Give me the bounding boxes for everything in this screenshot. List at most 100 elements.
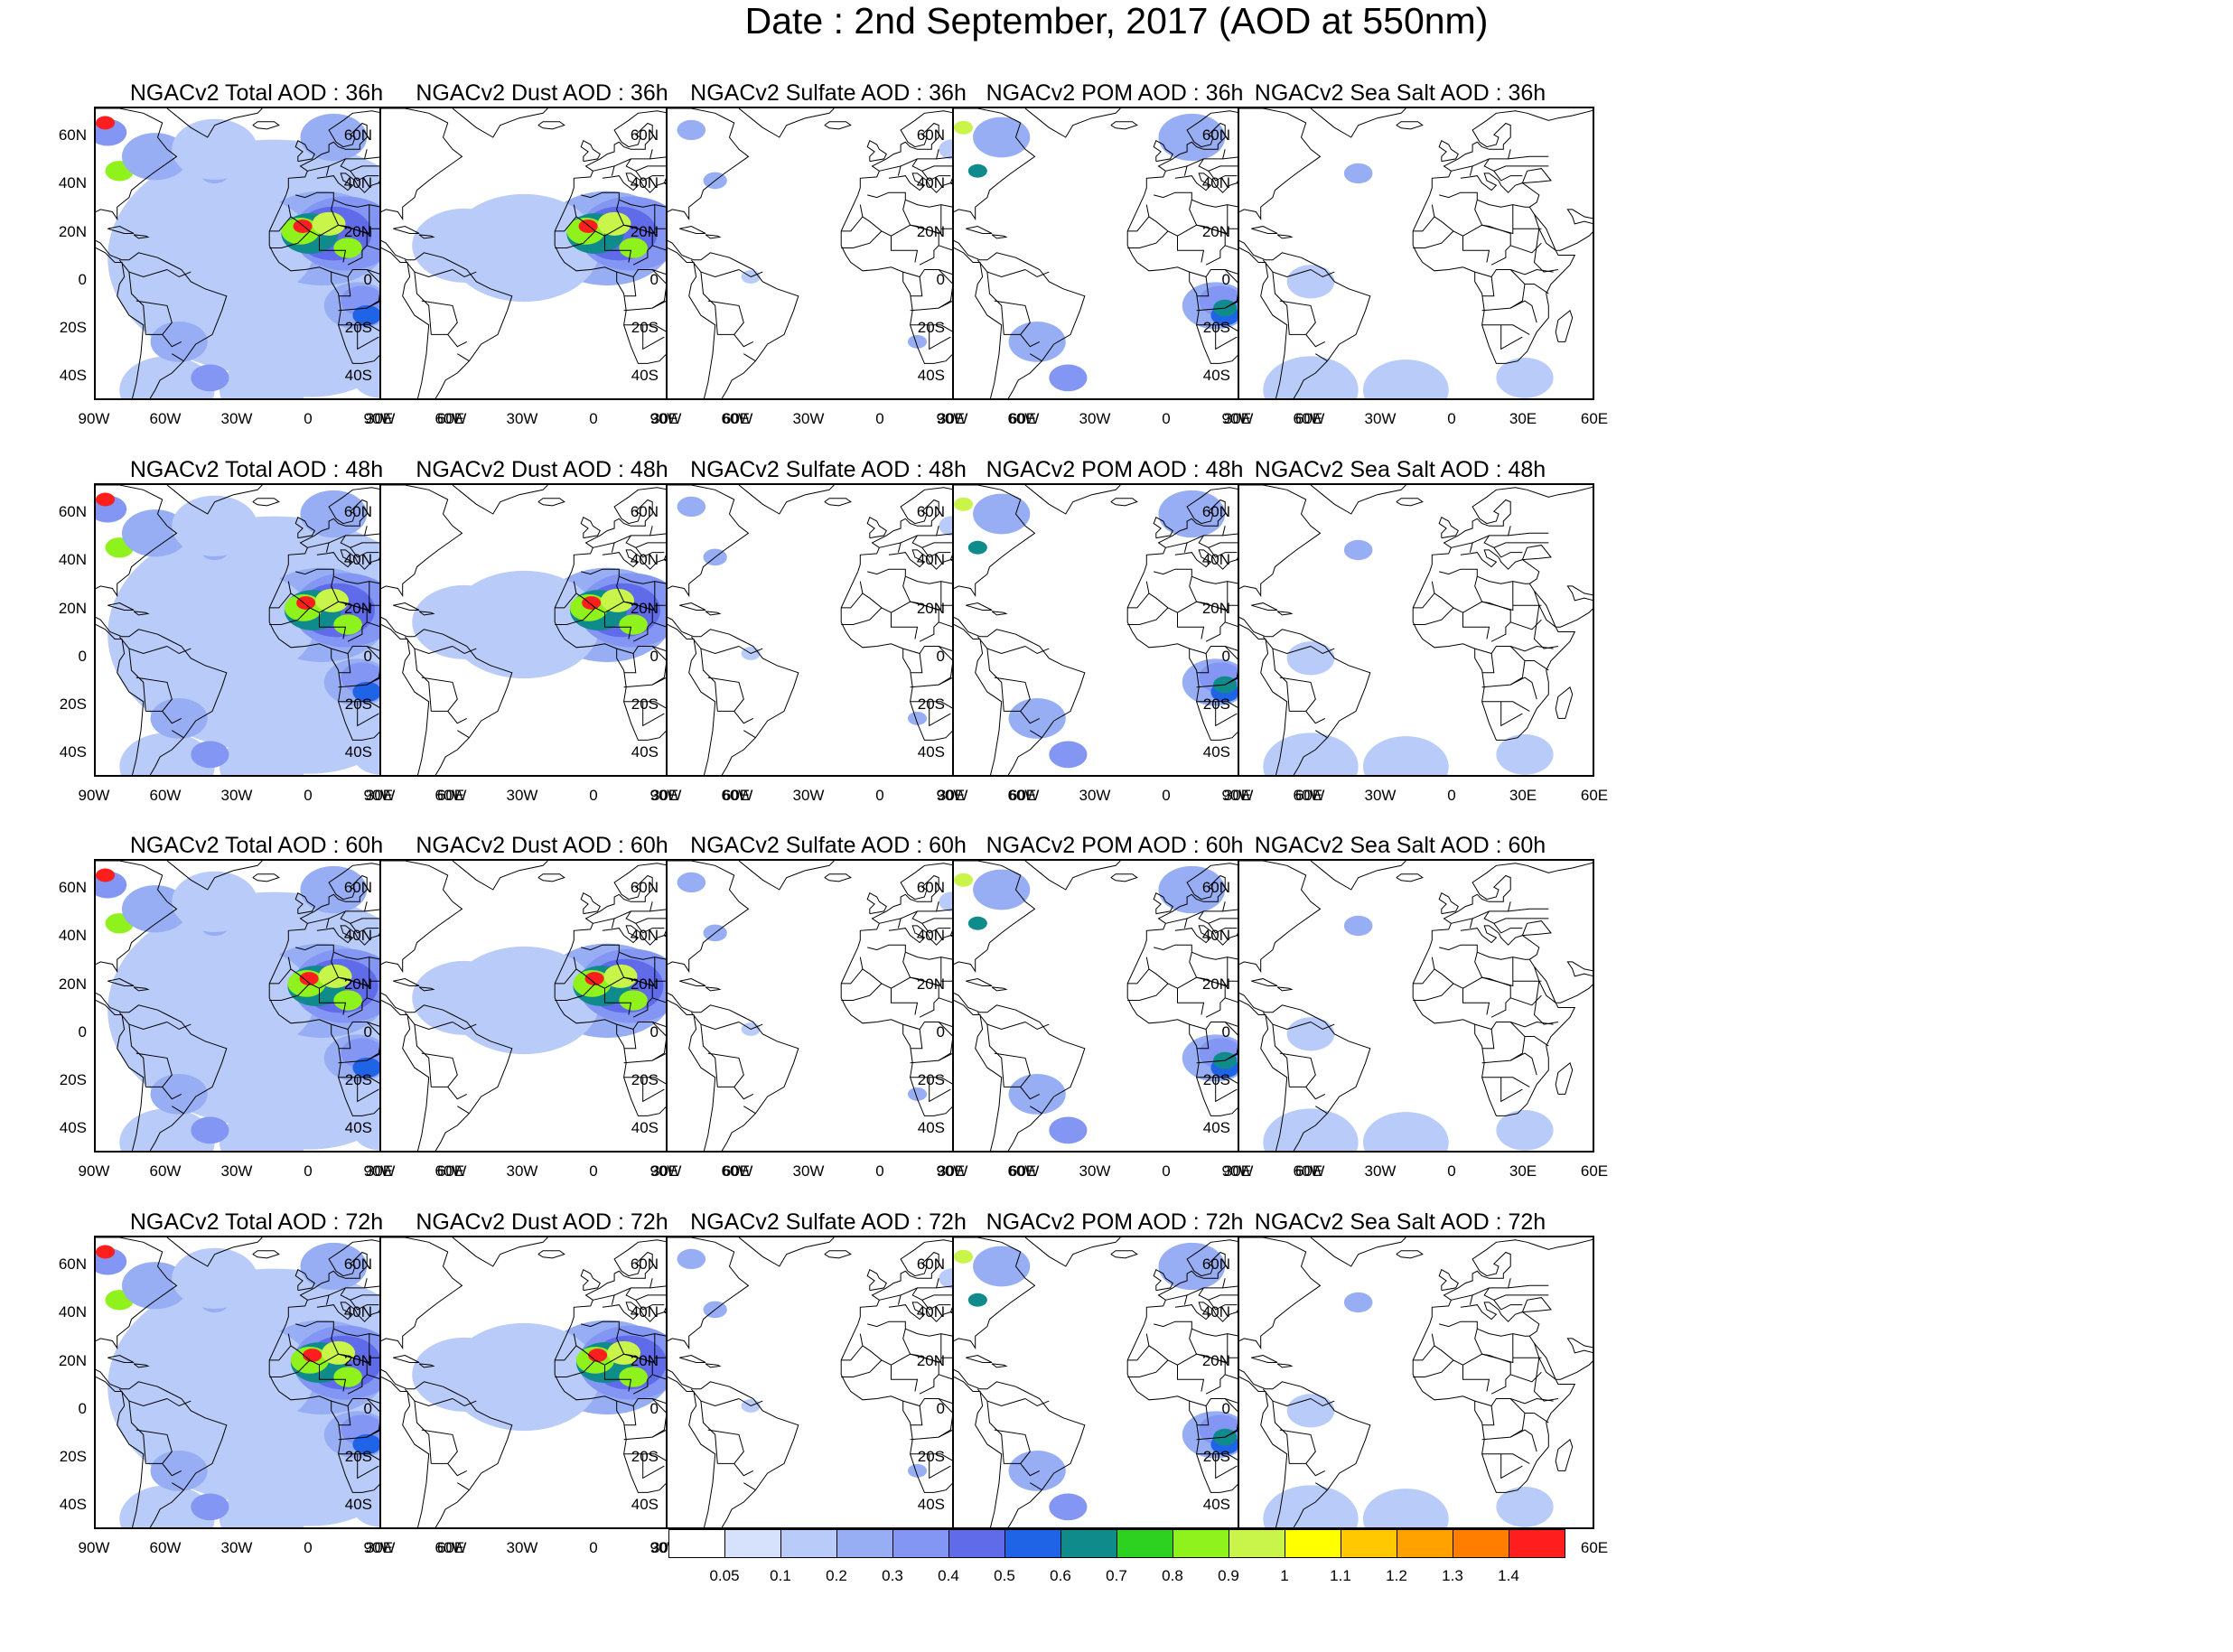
- aod-contour: [352, 1433, 382, 1455]
- boundary-line: [350, 923, 379, 934]
- aod-contour: [907, 1087, 928, 1101]
- boundary-line: [1438, 139, 1459, 163]
- boundary-line: [1474, 200, 1483, 226]
- boundary-line: [635, 1300, 665, 1311]
- lat-tick-label: 60N: [58, 502, 87, 520]
- boundary-line: [457, 1106, 470, 1115]
- boundary-line: [707, 1052, 744, 1087]
- lon-tick-label: 0: [304, 1539, 313, 1556]
- boundary-line: [1555, 1061, 1574, 1095]
- boundary-line: [593, 1294, 615, 1305]
- aod-contour: [597, 211, 631, 236]
- lon-tick-label: 30W: [506, 1162, 538, 1180]
- boundary-line: [717, 710, 754, 724]
- lat-tick-label: 40N: [916, 927, 945, 945]
- boundary-line: [879, 165, 902, 176]
- boundary-line: [1153, 1268, 1173, 1292]
- boundary-line: [166, 269, 192, 278]
- boundary-line: [1451, 165, 1473, 176]
- lon-tick-label: 60W: [434, 410, 467, 427]
- boundary-line: [328, 526, 368, 544]
- lat-tick-label: 60N: [1201, 878, 1230, 896]
- colorbar-label: 0.5: [994, 1567, 1015, 1584]
- boundary-line: [1508, 155, 1549, 160]
- boundary-line: [954, 861, 1036, 974]
- aod-field: [381, 861, 734, 1151]
- boundary-line: [966, 602, 993, 611]
- lat-tick-label: 0: [649, 270, 659, 288]
- boundary-line: [431, 1462, 468, 1477]
- boundary-line: [133, 234, 150, 239]
- boundary-line: [575, 957, 656, 989]
- boundary-line: [1472, 526, 1511, 544]
- boundary-line: [404, 259, 453, 278]
- boundary-line: [269, 1333, 292, 1361]
- boundary-line: [307, 918, 330, 929]
- boundary-line: [1481, 324, 1530, 335]
- boundary-line: [1474, 952, 1483, 978]
- boundary-line: [1460, 173, 1540, 208]
- boundary-line: [331, 1329, 340, 1355]
- aod-contour: [412, 584, 518, 659]
- boundary-line: [1004, 1462, 1041, 1477]
- lon-tick-label: 90W: [363, 410, 396, 427]
- boundary-line: [580, 891, 601, 915]
- lon-tick-label: 30W: [792, 1162, 825, 1180]
- boundary-line: [705, 986, 722, 992]
- lat-tick-label: 20S: [344, 319, 372, 337]
- boundary-line: [1533, 605, 1558, 649]
- aod-contour: [619, 614, 648, 635]
- aod-contour: [1343, 163, 1373, 184]
- lon-tick-label: 0: [589, 1539, 598, 1556]
- boundary-line: [118, 259, 168, 278]
- boundary-line: [1509, 300, 1537, 323]
- lat-tick-label: 20N: [1201, 599, 1230, 617]
- lon-tick-label: 0: [1447, 787, 1456, 804]
- boundary-line: [635, 171, 665, 182]
- boundary-line: [381, 617, 513, 775]
- lon-tick-label: 90W: [363, 1162, 396, 1180]
- boundary-line: [1310, 108, 1406, 138]
- boundary-line: [679, 225, 706, 234]
- boundary-line: [841, 581, 864, 609]
- lat-tick-label: 20S: [1202, 1071, 1230, 1089]
- lat-tick-label: 0: [363, 1022, 372, 1041]
- lon-tick-label: 60E: [1008, 1162, 1037, 1180]
- boundary-line: [991, 986, 1008, 992]
- boundary-line: [1279, 300, 1316, 335]
- boundary-line: [1279, 1052, 1316, 1087]
- boundary-line: [350, 171, 379, 182]
- boundary-line: [1525, 660, 1549, 671]
- boundary-line: [1510, 619, 1542, 630]
- lat-tick-label: 20S: [917, 319, 945, 337]
- boundary-line: [331, 200, 340, 226]
- boundary-line: [1196, 1398, 1240, 1441]
- boundary-line: [1177, 1365, 1205, 1392]
- boundary-line: [145, 333, 182, 348]
- lat-tick-label: 40S: [1202, 1496, 1230, 1514]
- boundary-line: [1024, 485, 1121, 515]
- aod-contour: [619, 990, 648, 1011]
- boundary-line: [668, 240, 799, 398]
- aod-contour: [412, 960, 518, 1035]
- boundary-line: [128, 1401, 146, 1464]
- boundary-line: [1510, 994, 1542, 1006]
- map-panel-seasalt-36h: NGACv2 Sea Salt AOD : 36h 60N 40N 20N 0 20S 40…: [1192, 79, 1608, 454]
- boundary-line: [1315, 353, 1328, 362]
- lon-tick-label: 30E: [650, 1162, 679, 1180]
- boundary-line: [1177, 988, 1205, 1015]
- aod-contour: [352, 1057, 382, 1078]
- boundary-line: [393, 1354, 420, 1363]
- boundary-line: [338, 269, 382, 312]
- lon-tick-label: 30W: [1079, 1162, 1111, 1180]
- boundary-line: [613, 149, 653, 167]
- lat-tick-label: 20S: [631, 319, 659, 337]
- boundary-line: [350, 547, 379, 558]
- panel-title: NGACv2 Sea Salt AOD : 36h: [1254, 80, 1546, 106]
- boundary-line: [841, 204, 864, 232]
- boundary-line: [1315, 730, 1328, 739]
- boundary-line: [1196, 601, 1226, 642]
- lat-tick-label: 40N: [343, 1303, 372, 1321]
- boundary-line: [1127, 1359, 1169, 1377]
- aod-contour: [121, 885, 189, 933]
